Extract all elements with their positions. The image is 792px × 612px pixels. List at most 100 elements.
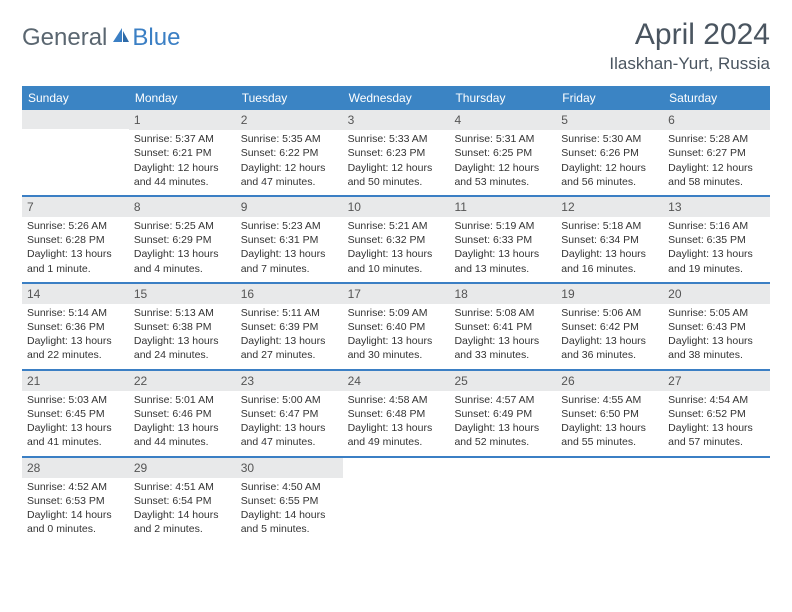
day-number: 15 (129, 284, 236, 304)
day-cell: 25Sunrise: 4:57 AMSunset: 6:49 PMDayligh… (449, 371, 556, 456)
daylight-line: Daylight: 13 hours and 47 minutes. (241, 421, 338, 449)
daylight-line: Daylight: 13 hours and 10 minutes. (348, 247, 445, 275)
day-cell: 16Sunrise: 5:11 AMSunset: 6:39 PMDayligh… (236, 284, 343, 369)
day-number: 22 (129, 371, 236, 391)
sunset-line: Sunset: 6:32 PM (348, 233, 445, 247)
day-content: Sunrise: 5:25 AMSunset: 6:29 PMDaylight:… (129, 217, 236, 282)
day-number: 1 (129, 110, 236, 130)
daylight-line: Daylight: 14 hours and 2 minutes. (134, 508, 231, 536)
day-content: Sunrise: 4:54 AMSunset: 6:52 PMDaylight:… (663, 391, 770, 456)
sunset-line: Sunset: 6:47 PM (241, 407, 338, 421)
day-cell: 8Sunrise: 5:25 AMSunset: 6:29 PMDaylight… (129, 197, 236, 282)
sunrise-line: Sunrise: 5:25 AM (134, 219, 231, 233)
sunrise-line: Sunrise: 4:50 AM (241, 480, 338, 494)
day-cell: 26Sunrise: 4:55 AMSunset: 6:50 PMDayligh… (556, 371, 663, 456)
day-number: 11 (449, 197, 556, 217)
calendar-page: General Blue April 2024 Ilaskhan-Yurt, R… (0, 0, 792, 560)
day-content: Sunrise: 5:05 AMSunset: 6:43 PMDaylight:… (663, 304, 770, 369)
daylight-line: Daylight: 13 hours and 27 minutes. (241, 334, 338, 362)
location-label: Ilaskhan-Yurt, Russia (609, 54, 770, 74)
page-header: General Blue April 2024 Ilaskhan-Yurt, R… (22, 18, 770, 74)
sunset-line: Sunset: 6:29 PM (134, 233, 231, 247)
sunrise-line: Sunrise: 5:09 AM (348, 306, 445, 320)
weekday-header: Monday (129, 86, 236, 110)
sunset-line: Sunset: 6:35 PM (668, 233, 765, 247)
sunrise-line: Sunrise: 5:05 AM (668, 306, 765, 320)
sunrise-line: Sunrise: 4:51 AM (134, 480, 231, 494)
sunset-line: Sunset: 6:31 PM (241, 233, 338, 247)
day-content: Sunrise: 4:57 AMSunset: 6:49 PMDaylight:… (449, 391, 556, 456)
day-content: Sunrise: 5:31 AMSunset: 6:25 PMDaylight:… (449, 130, 556, 195)
sunrise-line: Sunrise: 5:11 AM (241, 306, 338, 320)
weekday-header-row: SundayMondayTuesdayWednesdayThursdayFrid… (22, 86, 770, 110)
day-content: Sunrise: 5:13 AMSunset: 6:38 PMDaylight:… (129, 304, 236, 369)
sunrise-line: Sunrise: 5:37 AM (134, 132, 231, 146)
day-cell: 22Sunrise: 5:01 AMSunset: 6:46 PMDayligh… (129, 371, 236, 456)
sunrise-line: Sunrise: 5:03 AM (27, 393, 124, 407)
daylight-line: Daylight: 13 hours and 55 minutes. (561, 421, 658, 449)
daylight-line: Daylight: 13 hours and 24 minutes. (134, 334, 231, 362)
day-content: Sunrise: 5:21 AMSunset: 6:32 PMDaylight:… (343, 217, 450, 282)
logo-text-blue: Blue (132, 24, 180, 52)
sunset-line: Sunset: 6:42 PM (561, 320, 658, 334)
day-content: Sunrise: 5:18 AMSunset: 6:34 PMDaylight:… (556, 217, 663, 282)
sunset-line: Sunset: 6:49 PM (454, 407, 551, 421)
week-row: 14Sunrise: 5:14 AMSunset: 6:36 PMDayligh… (22, 284, 770, 371)
sunrise-line: Sunrise: 5:28 AM (668, 132, 765, 146)
sunset-line: Sunset: 6:48 PM (348, 407, 445, 421)
empty-day-cell (22, 110, 129, 195)
sunset-line: Sunset: 6:25 PM (454, 146, 551, 160)
sunset-line: Sunset: 6:33 PM (454, 233, 551, 247)
day-cell: 5Sunrise: 5:30 AMSunset: 6:26 PMDaylight… (556, 110, 663, 195)
day-number: 18 (449, 284, 556, 304)
day-cell: 28Sunrise: 4:52 AMSunset: 6:53 PMDayligh… (22, 458, 129, 543)
daylight-line: Daylight: 13 hours and 4 minutes. (134, 247, 231, 275)
logo: General Blue (22, 24, 180, 52)
daylight-line: Daylight: 13 hours and 30 minutes. (348, 334, 445, 362)
day-number: 3 (343, 110, 450, 130)
day-number: 7 (22, 197, 129, 217)
day-cell: 4Sunrise: 5:31 AMSunset: 6:25 PMDaylight… (449, 110, 556, 195)
daylight-line: Daylight: 13 hours and 33 minutes. (454, 334, 551, 362)
day-number: 28 (22, 458, 129, 478)
sunrise-line: Sunrise: 5:26 AM (27, 219, 124, 233)
sunrise-line: Sunrise: 4:58 AM (348, 393, 445, 407)
week-row: 7Sunrise: 5:26 AMSunset: 6:28 PMDaylight… (22, 197, 770, 284)
day-cell: 21Sunrise: 5:03 AMSunset: 6:45 PMDayligh… (22, 371, 129, 456)
sunset-line: Sunset: 6:23 PM (348, 146, 445, 160)
sunset-line: Sunset: 6:50 PM (561, 407, 658, 421)
week-row: 21Sunrise: 5:03 AMSunset: 6:45 PMDayligh… (22, 371, 770, 458)
day-number: 30 (236, 458, 343, 478)
day-content: Sunrise: 5:30 AMSunset: 6:26 PMDaylight:… (556, 130, 663, 195)
day-content: Sunrise: 5:26 AMSunset: 6:28 PMDaylight:… (22, 217, 129, 282)
daylight-line: Daylight: 13 hours and 36 minutes. (561, 334, 658, 362)
day-number: 12 (556, 197, 663, 217)
day-content: Sunrise: 5:28 AMSunset: 6:27 PMDaylight:… (663, 130, 770, 195)
sunset-line: Sunset: 6:41 PM (454, 320, 551, 334)
daylight-line: Daylight: 13 hours and 57 minutes. (668, 421, 765, 449)
sunrise-line: Sunrise: 5:00 AM (241, 393, 338, 407)
day-cell: 23Sunrise: 5:00 AMSunset: 6:47 PMDayligh… (236, 371, 343, 456)
sunrise-line: Sunrise: 5:19 AM (454, 219, 551, 233)
day-number: 20 (663, 284, 770, 304)
week-row: 28Sunrise: 4:52 AMSunset: 6:53 PMDayligh… (22, 458, 770, 543)
day-cell: 11Sunrise: 5:19 AMSunset: 6:33 PMDayligh… (449, 197, 556, 282)
day-cell: 30Sunrise: 4:50 AMSunset: 6:55 PMDayligh… (236, 458, 343, 543)
title-block: April 2024 Ilaskhan-Yurt, Russia (609, 18, 770, 74)
day-number: 9 (236, 197, 343, 217)
day-number: 13 (663, 197, 770, 217)
day-cell: 20Sunrise: 5:05 AMSunset: 6:43 PMDayligh… (663, 284, 770, 369)
daylight-line: Daylight: 12 hours and 56 minutes. (561, 161, 658, 189)
logo-text-general: General (22, 24, 107, 52)
day-content: Sunrise: 4:51 AMSunset: 6:54 PMDaylight:… (129, 478, 236, 543)
day-content: Sunrise: 4:58 AMSunset: 6:48 PMDaylight:… (343, 391, 450, 456)
sunrise-line: Sunrise: 5:35 AM (241, 132, 338, 146)
day-cell: 18Sunrise: 5:08 AMSunset: 6:41 PMDayligh… (449, 284, 556, 369)
day-number: 6 (663, 110, 770, 130)
day-content: Sunrise: 5:33 AMSunset: 6:23 PMDaylight:… (343, 130, 450, 195)
sunset-line: Sunset: 6:38 PM (134, 320, 231, 334)
daylight-line: Daylight: 13 hours and 41 minutes. (27, 421, 124, 449)
day-cell: 24Sunrise: 4:58 AMSunset: 6:48 PMDayligh… (343, 371, 450, 456)
sunset-line: Sunset: 6:45 PM (27, 407, 124, 421)
weekday-header: Wednesday (343, 86, 450, 110)
